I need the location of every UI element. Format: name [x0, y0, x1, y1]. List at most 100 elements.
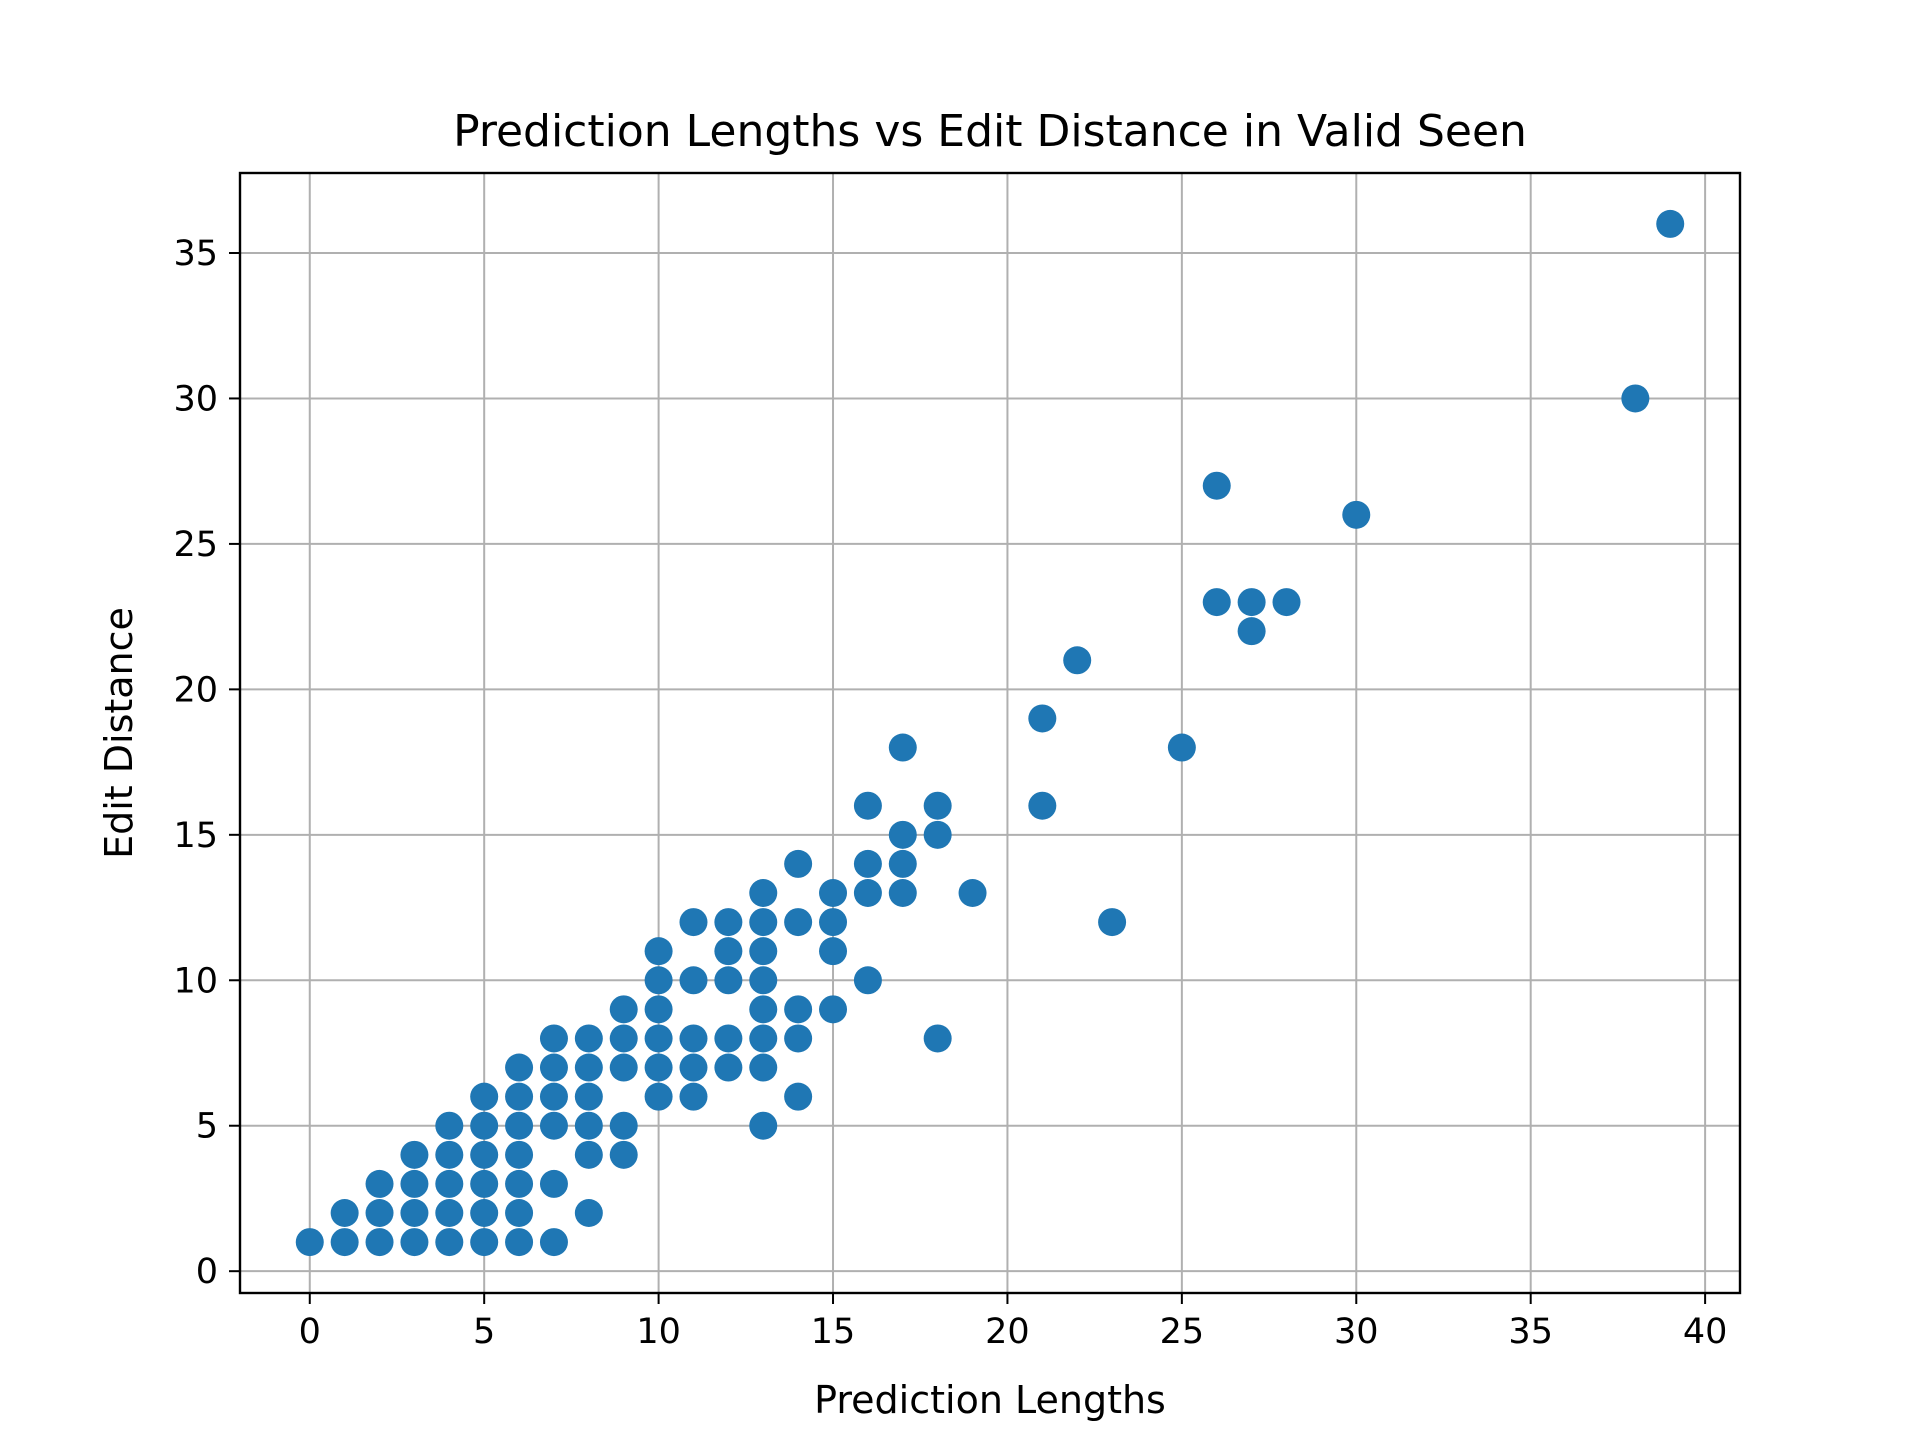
y-tick-label: 20 [173, 670, 218, 710]
data-point [923, 820, 952, 849]
data-point [400, 1140, 429, 1169]
data-point [749, 995, 778, 1024]
data-point [749, 1053, 778, 1082]
data-point [609, 1111, 638, 1140]
data-point [853, 966, 882, 995]
data-point [1063, 646, 1092, 675]
data-point [714, 966, 743, 995]
y-axis-label: Edit Distance [97, 607, 141, 859]
data-point [574, 1111, 603, 1140]
plot-frame [238, 171, 1742, 1295]
data-point [365, 1199, 394, 1227]
y-tick-label: 10 [173, 961, 218, 1001]
data-point [365, 1169, 394, 1198]
data-point [819, 937, 848, 966]
data-point [470, 1111, 499, 1140]
data-point [1342, 500, 1371, 529]
y-tick-label: 5 [196, 1107, 218, 1147]
data-point [574, 1140, 603, 1169]
data-point [819, 995, 848, 1024]
y-tick-label: 30 [173, 379, 218, 419]
data-point [749, 966, 778, 995]
data-point [505, 1228, 534, 1257]
data-point [819, 908, 848, 937]
x-tick-label: 0 [299, 1312, 321, 1352]
data-point [679, 908, 708, 937]
x-tick-label: 30 [1334, 1312, 1379, 1352]
data-point [784, 1024, 813, 1053]
data-point [644, 995, 673, 1024]
data-point [679, 966, 708, 995]
data-point [470, 1140, 499, 1169]
data-point [609, 1140, 638, 1169]
data-point [505, 1140, 534, 1169]
data-point [888, 879, 917, 907]
data-point [505, 1169, 534, 1198]
chart-title: Prediction Lengths vs Edit Distance in V… [453, 106, 1527, 157]
data-point [295, 1228, 324, 1257]
data-point [749, 879, 778, 907]
data-point [539, 1169, 568, 1198]
data-point [574, 1199, 603, 1227]
data-point [505, 1082, 534, 1111]
data-point [435, 1169, 464, 1198]
data-point [679, 1024, 708, 1053]
data-point [609, 1053, 638, 1082]
data-point [1202, 588, 1231, 617]
data-point [644, 1053, 673, 1082]
data-point [400, 1228, 429, 1257]
data-point [505, 1199, 534, 1227]
data-point [923, 791, 952, 820]
data-point [1167, 733, 1196, 762]
data-point [1028, 791, 1057, 820]
data-point [679, 1053, 708, 1082]
data-point [1028, 704, 1057, 733]
data-point [853, 849, 882, 878]
data-point [574, 1053, 603, 1082]
data-point [749, 908, 778, 937]
data-point [1098, 908, 1127, 937]
data-point [1621, 384, 1650, 413]
data-point [784, 1082, 813, 1111]
data-point [539, 1228, 568, 1257]
data-point [539, 1024, 568, 1053]
data-point [853, 791, 882, 820]
x-axis-label: Prediction Lengths [814, 1378, 1166, 1422]
x-tick-label: 25 [1160, 1312, 1205, 1352]
data-point [330, 1228, 359, 1257]
data-point [539, 1111, 568, 1140]
data-point [1202, 471, 1231, 500]
data-point [435, 1228, 464, 1257]
data-point [435, 1111, 464, 1140]
data-point [784, 849, 813, 878]
data-point [644, 1024, 673, 1053]
data-point [888, 733, 917, 762]
data-point [644, 937, 673, 966]
data-point [505, 1053, 534, 1082]
y-tick-label: 35 [173, 234, 218, 274]
axis-ticks: 0 5 10 15 20 25 30 35 40 0 5 10 15 20 25 30 35 [173, 234, 1727, 1352]
data-point [1237, 588, 1266, 617]
data-point [958, 879, 987, 907]
data-point [714, 908, 743, 937]
y-tick-label: 25 [173, 525, 218, 565]
data-point [749, 1024, 778, 1053]
data-point [539, 1082, 568, 1111]
data-point [749, 937, 778, 966]
data-point [609, 995, 638, 1024]
data-point [470, 1082, 499, 1111]
x-tick-label: 20 [985, 1312, 1030, 1352]
data-point [888, 849, 917, 878]
data-point [679, 1082, 708, 1111]
y-tick-label: 0 [196, 1252, 218, 1292]
data-point [1656, 209, 1685, 238]
data-point [470, 1169, 499, 1198]
data-point [1272, 588, 1301, 617]
data-point [784, 908, 813, 937]
data-point [1237, 617, 1266, 646]
data-point [644, 966, 673, 995]
data-point [435, 1199, 464, 1227]
